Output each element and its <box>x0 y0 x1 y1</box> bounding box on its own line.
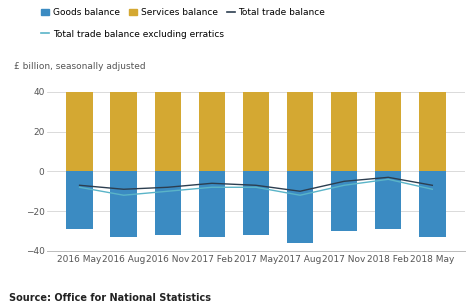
Text: £ billion, seasonally adjusted: £ billion, seasonally adjusted <box>14 62 146 71</box>
Bar <box>155 56 181 171</box>
Bar <box>419 171 446 237</box>
Bar <box>243 171 269 235</box>
Bar <box>199 50 225 171</box>
Bar <box>66 171 93 229</box>
Legend: Total trade balance excluding erratics: Total trade balance excluding erratics <box>38 26 228 42</box>
Bar <box>66 66 93 171</box>
Bar <box>287 50 313 171</box>
Bar <box>419 52 446 171</box>
Bar <box>375 171 401 229</box>
Bar <box>155 171 181 235</box>
Text: Source: Office for National Statistics: Source: Office for National Statistics <box>9 293 211 303</box>
Legend: Goods balance, Services balance, Total trade balance: Goods balance, Services balance, Total t… <box>38 5 329 21</box>
Bar <box>375 58 401 171</box>
Bar <box>331 56 357 171</box>
Bar <box>110 171 137 237</box>
Bar <box>331 171 357 231</box>
Bar <box>243 56 269 171</box>
Bar <box>110 58 137 171</box>
Bar <box>199 171 225 237</box>
Bar <box>287 171 313 243</box>
